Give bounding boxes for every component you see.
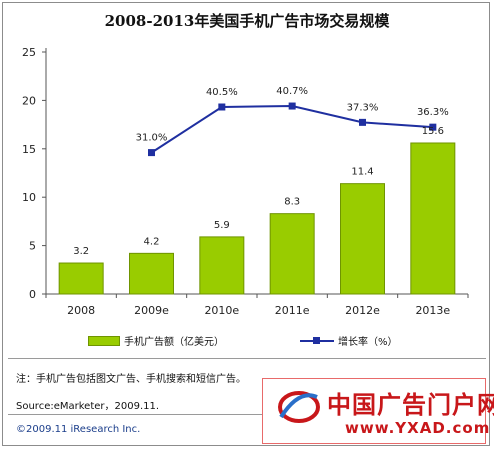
bar (199, 236, 245, 295)
y-tick-label: 10 (22, 191, 36, 204)
bar-data-label: 4.2 (144, 236, 160, 247)
growth-marker (429, 123, 437, 131)
chart-title: 2008-2013年美国手机广告市场交易规模 (104, 12, 390, 30)
y-tick-label: 20 (22, 94, 36, 107)
x-tick-label: 2008 (67, 304, 95, 317)
growth-data-label: 36.3% (417, 107, 449, 118)
divider (8, 414, 262, 415)
watermark-url: www.YXAD.com (345, 419, 491, 437)
footnote: 注：手机广告包括图文广告、手机搜索和短信广告。 (16, 374, 246, 385)
watermark-stamp: 中国广告门户网 www.YXAD.com (262, 378, 494, 444)
growth-data-label: 31.0% (136, 133, 168, 144)
x-tick-label: 2010e (204, 304, 239, 317)
growth-marker (288, 102, 296, 110)
x-tick-label: 2013e (415, 304, 450, 317)
growth-marker (359, 118, 366, 126)
legend-bar-label: 手机广告额（亿美元） (124, 337, 224, 348)
legend-line-swatch (300, 336, 334, 346)
y-tick-label: 25 (22, 46, 36, 59)
watermark-name: 中国广告门户网 (327, 390, 494, 419)
x-tick-label: 2012e (345, 304, 380, 317)
legend-bar-swatch (88, 335, 120, 346)
legend-bar: 手机广告额（亿美元） (88, 333, 224, 351)
divider (8, 358, 486, 359)
bar-data-label: 11.4 (351, 167, 373, 178)
bar-data-label: 5.9 (214, 220, 230, 231)
x-tick-label: 2009e (134, 304, 169, 317)
bar (410, 142, 456, 295)
growth-line (150, 105, 433, 154)
legend-line: 增长率（%） (300, 333, 398, 351)
chart-frame (2, 2, 490, 446)
legend-line-label: 增长率（%） (338, 337, 398, 348)
bar (269, 213, 315, 295)
bar (129, 252, 174, 295)
bar-data-label: 3.2 (73, 246, 89, 257)
copyright-line: ©2009.11 iResearch Inc. (16, 424, 141, 435)
y-tick-label: 5 (29, 240, 36, 253)
bar (58, 262, 104, 295)
growth-data-label: 40.5% (206, 87, 238, 98)
y-tick-label: 15 (22, 143, 36, 156)
y-tick-label: 0 (29, 288, 36, 301)
bar-data-label: 8.3 (284, 197, 300, 208)
bar-data-label: 15.6 (422, 126, 444, 137)
growth-marker (218, 103, 226, 111)
bar (340, 183, 385, 295)
watermark-logo (278, 391, 320, 423)
growth-marker (148, 149, 155, 157)
growth-data-label: 40.7% (276, 86, 308, 97)
source-line: Source:eMarketer，2009.11. (16, 401, 160, 412)
x-tick-label: 2011e (275, 304, 310, 317)
growth-data-label: 37.3% (347, 102, 379, 113)
